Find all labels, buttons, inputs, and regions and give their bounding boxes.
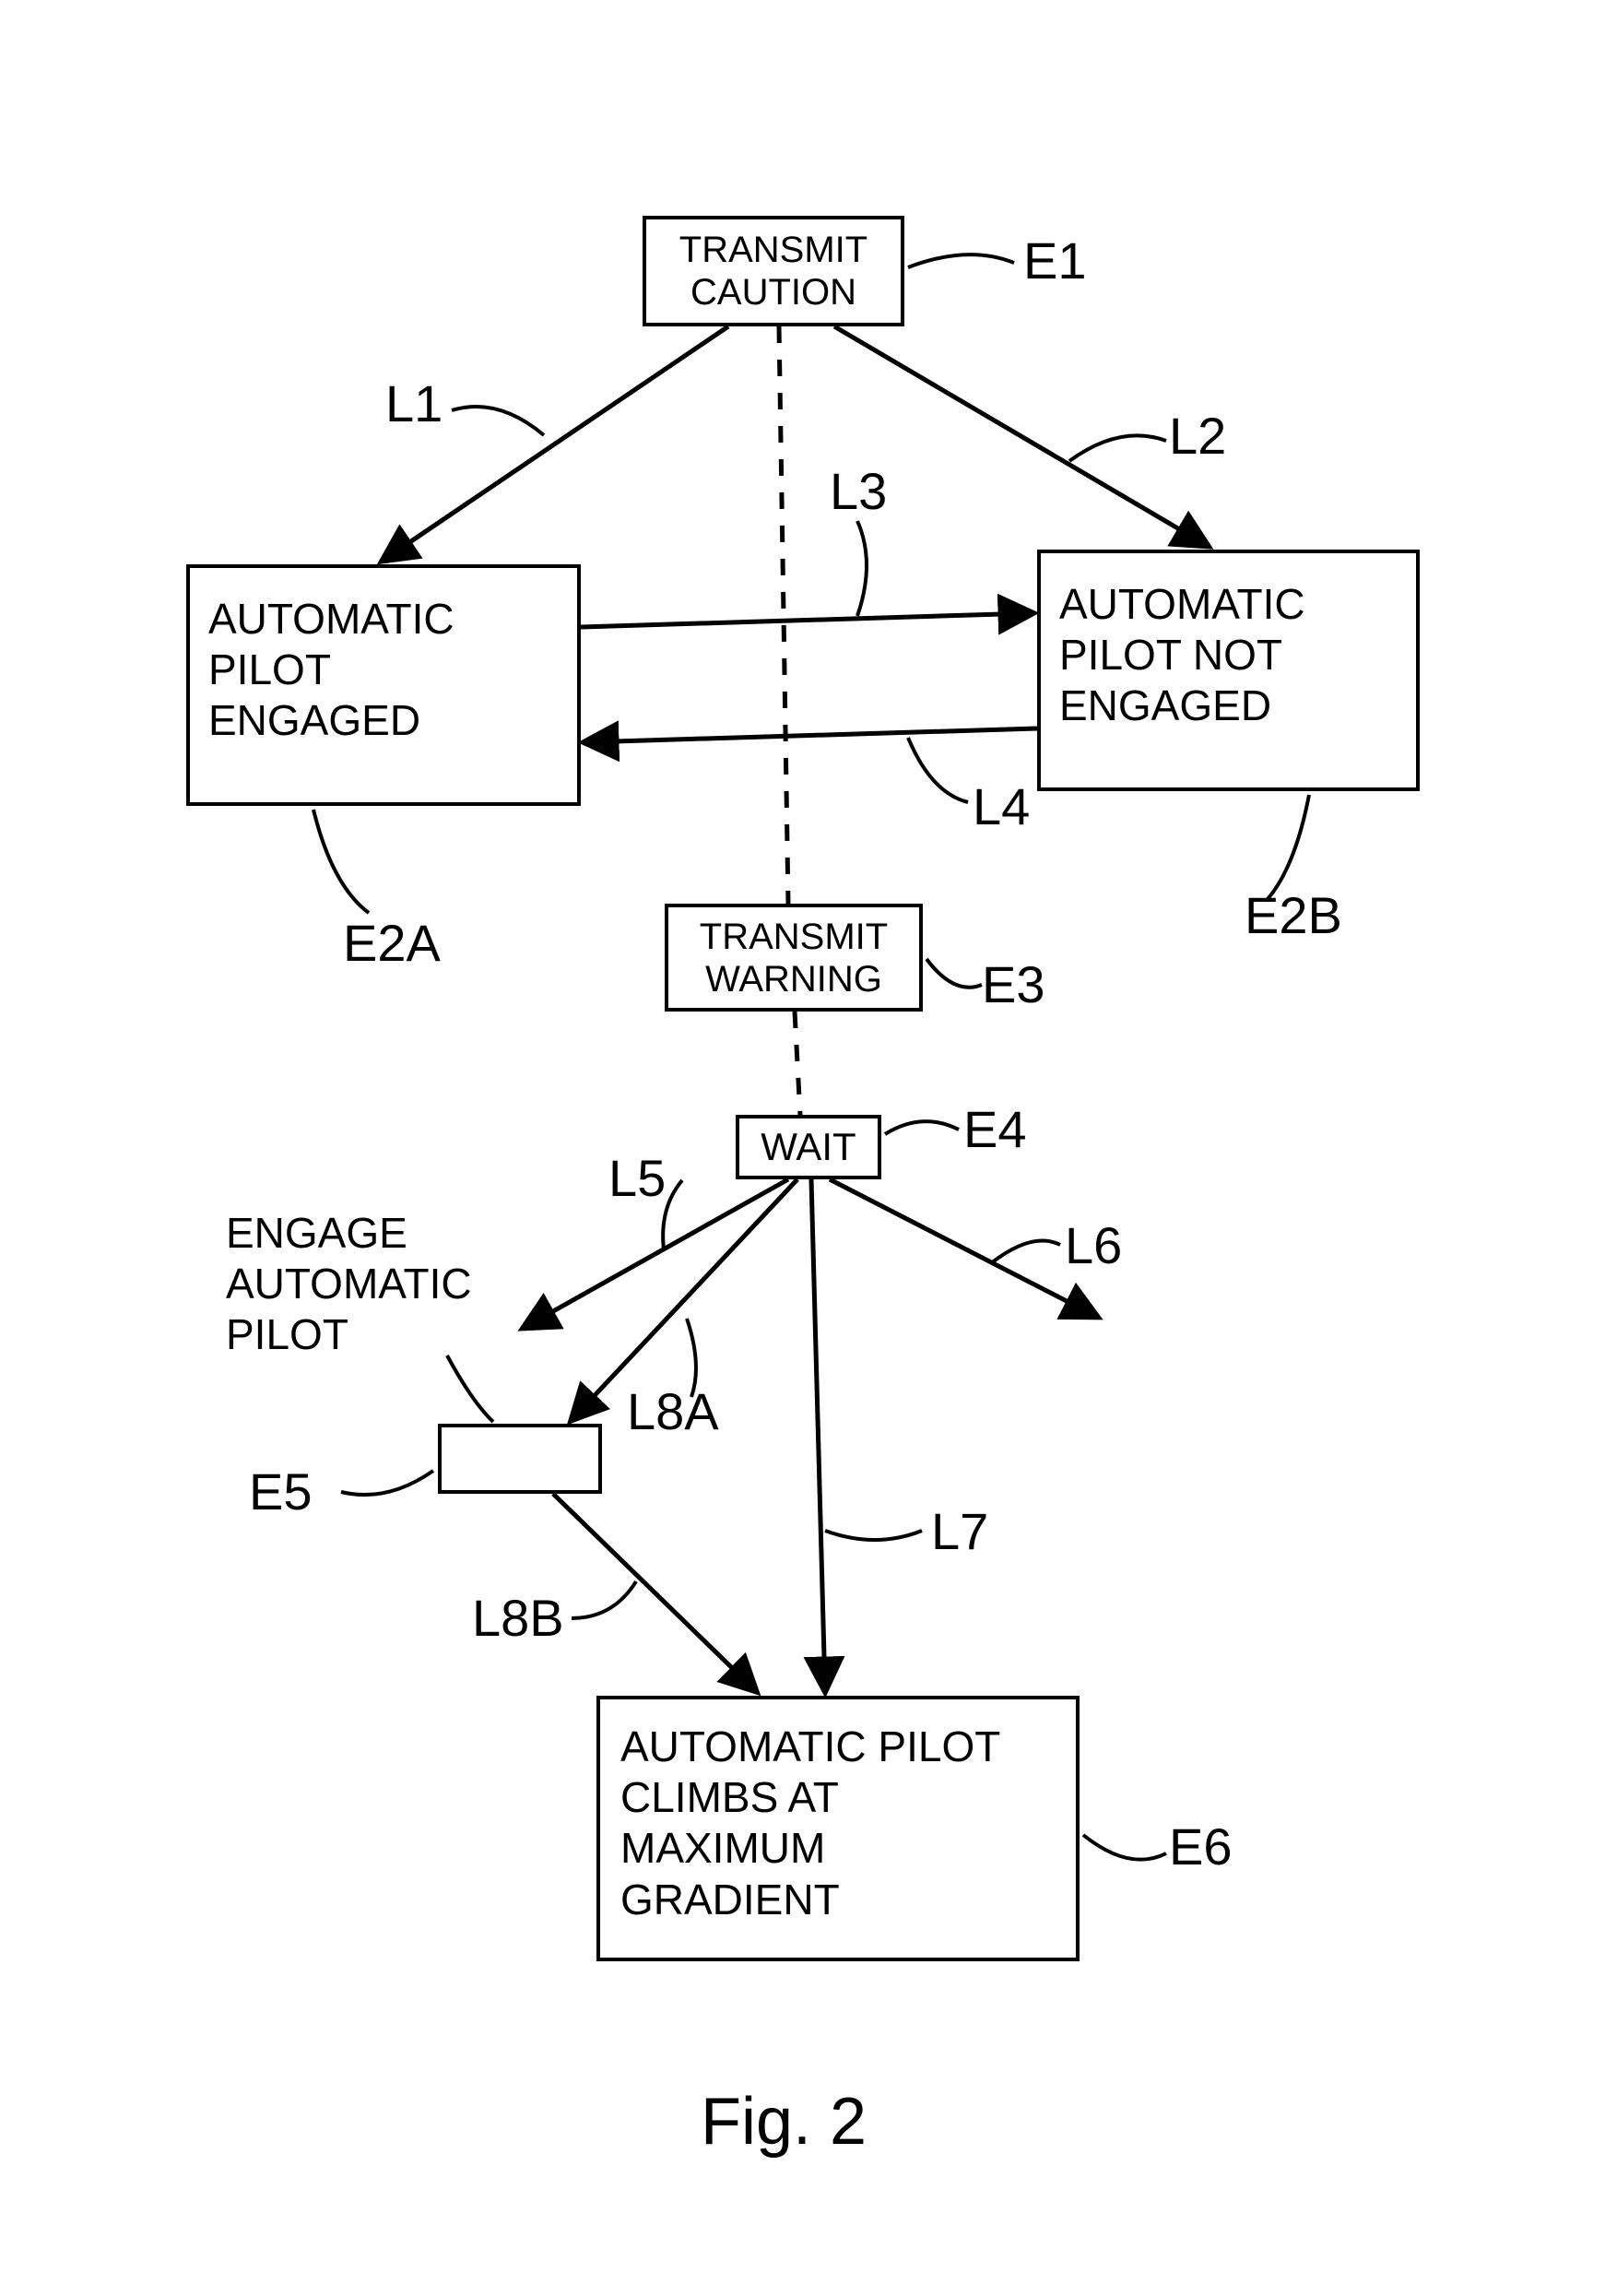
edge-L1 xyxy=(383,326,728,561)
callout-engage-pilot xyxy=(447,1355,493,1422)
edge-dash-E3-E4 xyxy=(795,1012,800,1115)
flowchart-diagram: TRANSMIT CAUTION AUTOMATIC PILOT ENGAGED… xyxy=(0,0,1605,2296)
text-line: PILOT xyxy=(208,645,331,693)
callout-E2A xyxy=(313,810,369,913)
label-E6: E6 xyxy=(1169,1817,1233,1876)
text-line: GRADIENT xyxy=(620,1876,840,1923)
node-E6-text: AUTOMATIC PILOT CLIMBS AT MAXIMUM GRADIE… xyxy=(620,1722,1000,1925)
label-E2B: E2B xyxy=(1245,885,1342,945)
node-E3: TRANSMIT WARNING xyxy=(665,904,923,1012)
edge-L6 xyxy=(830,1179,1097,1317)
label-L8A: L8A xyxy=(627,1381,719,1441)
figure-caption: Fig. 2 xyxy=(701,2084,867,2160)
edge-L3 xyxy=(581,613,1033,627)
callout-E1 xyxy=(908,254,1014,267)
callout-E4 xyxy=(885,1121,959,1134)
edge-L7 xyxy=(811,1179,825,1691)
callout-L8B xyxy=(572,1581,636,1618)
free-text-engage-pilot: ENGAGEAUTOMATICPILOT xyxy=(226,1208,472,1361)
callout-L2 xyxy=(1069,435,1166,461)
node-E2A: AUTOMATIC PILOT ENGAGED xyxy=(186,564,581,806)
label-L2: L2 xyxy=(1169,406,1226,466)
text-line: MAXIMUM xyxy=(620,1824,825,1872)
text-line: WAIT xyxy=(761,1125,856,1168)
node-E6: AUTOMATIC PILOT CLIMBS AT MAXIMUM GRADIE… xyxy=(596,1696,1080,1961)
node-E1-text: TRANSMIT CAUTION xyxy=(679,229,867,314)
edge-L4 xyxy=(584,728,1037,742)
node-E2B: AUTOMATIC PILOT NOT ENGAGED xyxy=(1037,550,1420,791)
text-line: WARNING xyxy=(705,959,882,1000)
node-E2A-text: AUTOMATIC PILOT ENGAGED xyxy=(208,594,454,747)
node-E2B-text: AUTOMATIC PILOT NOT ENGAGED xyxy=(1059,579,1305,732)
node-E4: WAIT xyxy=(736,1115,881,1179)
label-L7: L7 xyxy=(931,1501,988,1561)
callout-E6 xyxy=(1083,1835,1166,1860)
label-E1: E1 xyxy=(1023,231,1087,290)
node-E5 xyxy=(438,1424,602,1494)
text-line: TRANSMIT xyxy=(700,917,888,957)
callout-E5 xyxy=(341,1471,433,1495)
label-L5: L5 xyxy=(608,1148,666,1208)
callout-L6 xyxy=(991,1241,1060,1264)
label-L1: L1 xyxy=(385,373,443,433)
text-line: CLIMBS AT xyxy=(620,1773,839,1821)
callout-E2B xyxy=(1268,795,1309,899)
text-line: TRANSMIT xyxy=(679,230,867,270)
text-line: CAUTION xyxy=(690,272,856,313)
callout-L1 xyxy=(452,407,544,435)
edge-dash-E1-E3 xyxy=(779,326,788,904)
edge-L8B xyxy=(553,1494,756,1691)
label-E5: E5 xyxy=(249,1462,313,1521)
label-L3: L3 xyxy=(830,461,887,521)
text-line: AUTOMATIC xyxy=(1059,580,1305,628)
label-E2A: E2A xyxy=(343,913,441,973)
text-line: PILOT NOT xyxy=(1059,631,1282,679)
node-E1: TRANSMIT CAUTION xyxy=(643,216,904,326)
label-L4: L4 xyxy=(973,776,1030,836)
callout-E3 xyxy=(926,959,982,988)
text-line: AUTOMATIC xyxy=(208,595,454,643)
callout-L3 xyxy=(857,521,867,616)
label-L6: L6 xyxy=(1065,1215,1122,1275)
label-E3: E3 xyxy=(982,954,1045,1014)
label-L8B: L8B xyxy=(472,1588,564,1648)
node-E3-text: TRANSMIT WARNING xyxy=(700,916,888,1000)
callout-L4 xyxy=(908,738,968,802)
node-E4-text: WAIT xyxy=(761,1125,856,1169)
text-line: ENGAGED xyxy=(1059,681,1271,729)
callout-L7 xyxy=(825,1531,922,1540)
text-line: ENGAGED xyxy=(208,696,420,744)
label-E4: E4 xyxy=(963,1099,1027,1159)
text-line: AUTOMATIC PILOT xyxy=(620,1722,1000,1770)
